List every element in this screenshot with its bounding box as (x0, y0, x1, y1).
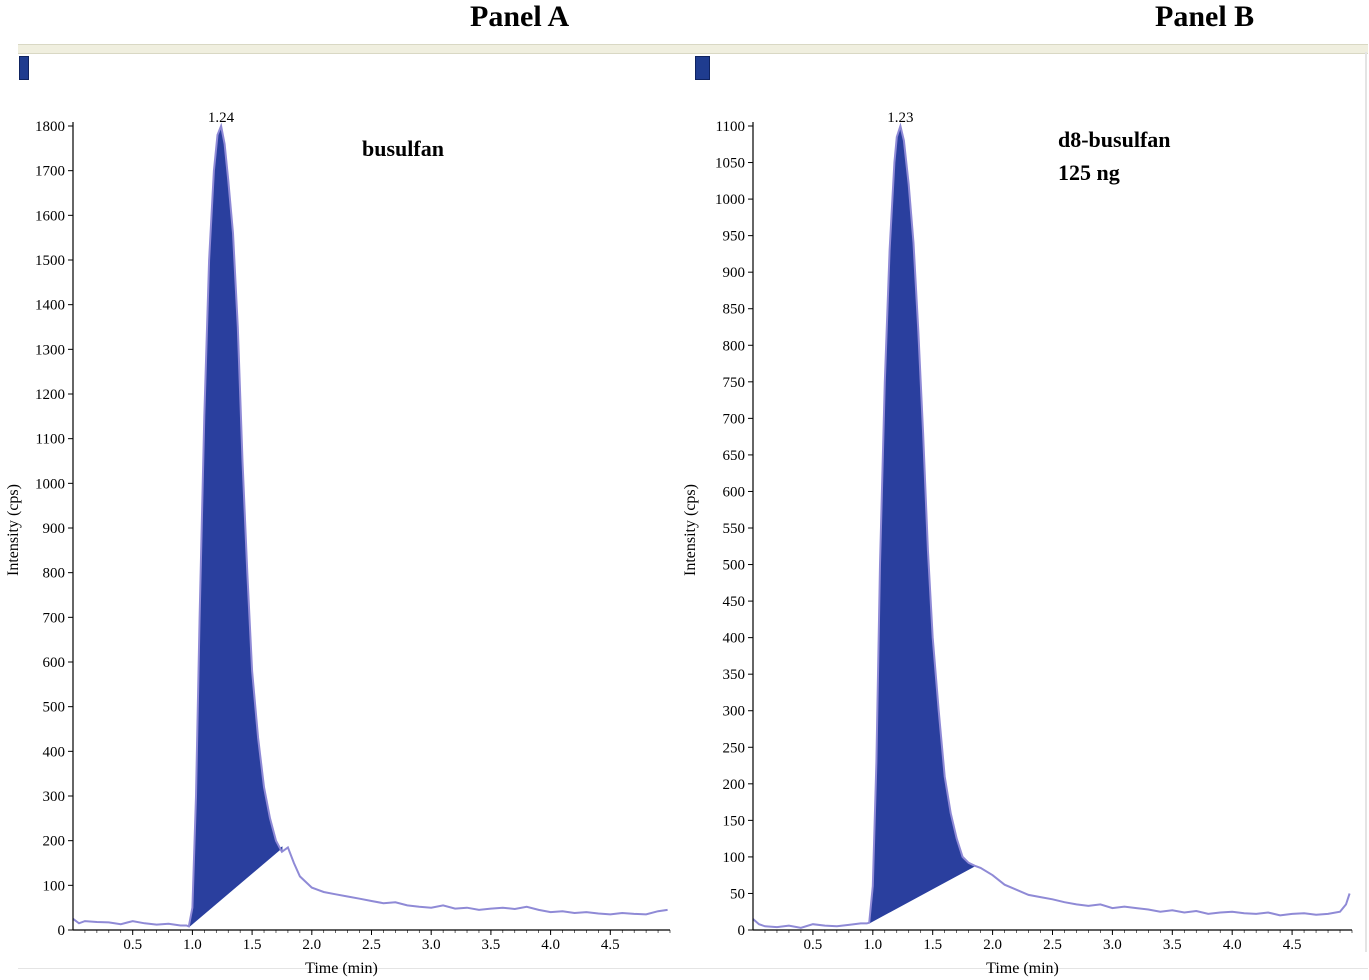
panel-b-xtick-label: 0.5 (804, 937, 823, 953)
panel-b-xtick-label: 2.0 (983, 937, 1002, 953)
panel-b-xtick-label: 3.0 (1103, 937, 1122, 953)
panel-b-ytick-label: 650 (723, 448, 746, 464)
panel-a-ytick-label: 400 (43, 744, 66, 760)
panel-b-ytick-label: 200 (723, 777, 746, 793)
panel-b-xtick-label: 3.5 (1163, 937, 1182, 953)
panel-a-xtick-label: 1.5 (243, 937, 262, 953)
panel-b-compound-annotation: 125 ng (1058, 160, 1120, 185)
panel-a-xtick-label: 4.0 (541, 937, 560, 953)
panel-b-x-axis-label: Time (min) (986, 960, 1059, 977)
panel-a-ytick-label: 1400 (35, 298, 65, 314)
panel-a-xtick-label: 2.5 (362, 937, 381, 953)
panel-b-ytick-label: 100 (723, 850, 746, 866)
panel-b-ytick-label: 900 (723, 265, 746, 281)
panel-b-xtick-label: 1.0 (863, 937, 882, 953)
panel-b-peak-label: 1.23 (887, 110, 913, 126)
panel-b-ytick-label: 800 (723, 338, 746, 354)
bottom-edge-rule (18, 968, 1368, 969)
panel-b-xtick-label: 4.0 (1223, 937, 1242, 953)
panel-b-y-axis-label: Intensity (cps) (682, 484, 699, 576)
panel-b-ytick-label: 400 (723, 631, 746, 647)
panel-a-y-axis-label: Intensity (cps) (5, 484, 22, 576)
panel-b-integration-baseline (868, 865, 975, 924)
panel-a-ytick-label: 1600 (35, 208, 65, 224)
panel-a-xtick-label: 0.5 (123, 937, 142, 953)
panel-a-ytick-label: 1200 (35, 387, 65, 403)
panel-b-ytick-label: 700 (723, 411, 746, 427)
panel-b-ytick-label: 350 (723, 667, 746, 683)
panel-b-ytick-label: 950 (723, 229, 746, 245)
panel-b-ytick-label: 450 (723, 594, 746, 610)
panel-b-legend-chip (695, 56, 710, 80)
right-edge-rule (1365, 52, 1367, 952)
panel-a-ytick-label: 900 (43, 521, 66, 537)
panel-b-ytick-label: 600 (723, 484, 746, 500)
panel-a-compound-annotation: busulfan (362, 136, 444, 161)
panel-a-xtick-label: 2.0 (302, 937, 321, 953)
panel-a-title: Panel A (470, 0, 570, 33)
panel-b-compound-annotation: d8-busulfan (1058, 127, 1171, 152)
panel-a-ytick-label: 1800 (35, 119, 65, 135)
panel-b-xtick-label: 2.5 (1043, 937, 1062, 953)
panel-a-ytick-label: 1100 (36, 432, 65, 448)
chart-header-bar (18, 44, 1368, 54)
panel-b-trace-line (752, 122, 1351, 929)
panel-b-ytick-label: 550 (723, 521, 746, 537)
panel-a-ytick-label: 200 (43, 834, 66, 850)
panel-a-peak-label: 1.24 (208, 110, 235, 126)
panel-a-ytick-label: 100 (43, 878, 66, 894)
panel-b-peak-area (868, 124, 975, 924)
panel-a-ytick-label: 1000 (35, 476, 65, 492)
panel-b-xtick-label: 1.5 (923, 937, 942, 953)
panel-a-ytick-label: 300 (43, 789, 66, 805)
panel-a-trace-line (72, 122, 668, 928)
panel-b-ytick-label: 850 (723, 302, 746, 318)
panel-a-legend-chip (19, 56, 29, 80)
panel-a-ytick-label: 800 (43, 566, 66, 582)
panel-a-xtick-label: 1.0 (183, 937, 202, 953)
panel-a-xtick-label: 3.0 (422, 937, 441, 953)
panel-b-ytick-label: 50 (730, 886, 745, 902)
panel-a-xtick-label: 3.5 (482, 937, 501, 953)
panel-a-ytick-label: 0 (58, 923, 66, 939)
panel-a-ytick-label: 1300 (35, 342, 65, 358)
panel-b-ytick-label: 1100 (716, 119, 745, 135)
panel-a-xtick-label: 4.5 (601, 937, 620, 953)
panel-a-ytick-label: 600 (43, 655, 66, 671)
panel-b-ytick-label: 1050 (715, 156, 745, 172)
panel-a-x-axis-label: Time (min) (305, 960, 378, 977)
panel-b-ytick-label: 0 (738, 923, 746, 939)
panel-b-ytick-label: 150 (723, 813, 746, 829)
panel-a-ytick-label: 1500 (35, 253, 65, 269)
panel-b-ytick-label: 250 (723, 740, 746, 756)
panel-b-ytick-label: 750 (723, 375, 746, 391)
panel-a-ytick-label: 700 (43, 610, 66, 626)
panel-b-ytick-label: 300 (723, 704, 746, 720)
panel-a-ytick-label: 1700 (35, 164, 65, 180)
panel-b-title: Panel B (1155, 0, 1255, 33)
panel-a-ytick-label: 500 (43, 700, 66, 716)
panel-b-xtick-label: 4.5 (1283, 937, 1302, 953)
panel-b-ytick-label: 500 (723, 558, 746, 574)
panel-a-integration-baseline (188, 846, 283, 927)
panel-b-ytick-label: 1000 (715, 192, 745, 208)
